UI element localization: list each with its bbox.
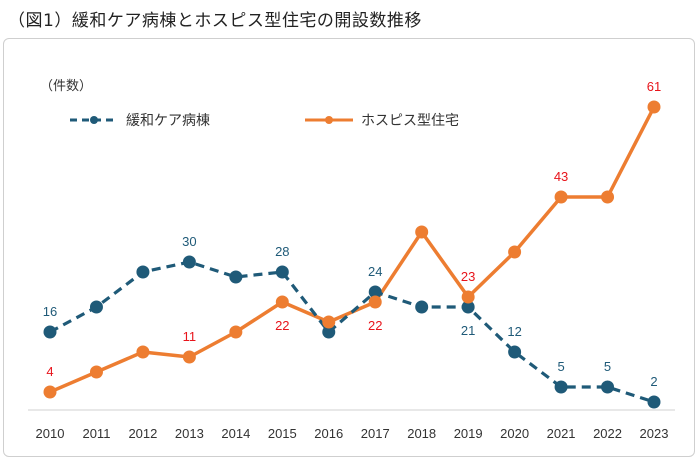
data-point xyxy=(322,315,336,329)
y-axis-label: （件数） xyxy=(40,78,92,93)
chart-frame xyxy=(3,38,695,457)
data-point xyxy=(182,255,196,269)
x-tick-label: 2010 xyxy=(36,426,65,441)
data-point xyxy=(554,380,568,394)
data-point xyxy=(415,300,429,314)
data-point xyxy=(275,265,289,279)
chart-title: （図1）緩和ケア病棟とホスピス型住宅の開設数推移 xyxy=(8,11,422,31)
data-point xyxy=(415,225,429,239)
data-point xyxy=(508,345,522,359)
data-label: 23 xyxy=(461,269,475,284)
x-tick-label: 2021 xyxy=(547,426,576,441)
x-tick-label: 2014 xyxy=(221,426,250,441)
legend-marker xyxy=(325,116,333,124)
data-point xyxy=(322,325,336,339)
data-point xyxy=(601,380,615,394)
data-point xyxy=(182,350,196,364)
series-line xyxy=(49,260,655,404)
data-label: 22 xyxy=(275,318,289,333)
x-tick-label: 2013 xyxy=(175,426,204,441)
data-label: 28 xyxy=(275,244,289,259)
data-point xyxy=(601,190,615,204)
x-tick-label: 2012 xyxy=(128,426,157,441)
data-point xyxy=(368,295,382,309)
data-label: 43 xyxy=(554,169,568,184)
data-label: 4 xyxy=(46,364,53,379)
x-tick-label: 2022 xyxy=(593,426,622,441)
data-point xyxy=(461,300,475,314)
data-point xyxy=(647,100,661,114)
data-point xyxy=(89,300,103,314)
legend-label: 緩和ケア病棟 xyxy=(126,112,210,128)
data-point xyxy=(43,385,57,399)
data-point xyxy=(229,270,243,284)
x-tick-label: 2017 xyxy=(361,426,390,441)
data-label: 24 xyxy=(368,264,382,279)
x-tick-label: 2016 xyxy=(314,426,343,441)
x-tick-label: 2020 xyxy=(500,426,529,441)
data-label: 5 xyxy=(604,359,611,374)
x-tick-label: 2023 xyxy=(640,426,669,441)
data-label: 22 xyxy=(368,318,382,333)
data-point xyxy=(508,245,522,259)
data-label: 16 xyxy=(43,304,57,319)
data-label: 30 xyxy=(182,234,196,249)
data-label: 12 xyxy=(507,324,521,339)
x-tick-label: 2015 xyxy=(268,426,297,441)
legend-marker xyxy=(90,116,98,124)
data-point xyxy=(647,395,661,409)
x-tick-label: 2019 xyxy=(454,426,483,441)
data-point xyxy=(554,190,568,204)
data-label: 2 xyxy=(650,374,657,389)
data-label: 61 xyxy=(647,79,661,94)
data-point xyxy=(229,325,243,339)
data-label: 21 xyxy=(461,323,475,338)
data-point xyxy=(275,295,289,309)
data-point xyxy=(136,265,150,279)
x-tick-label: 2018 xyxy=(407,426,436,441)
legend-label: ホスピス型住宅 xyxy=(361,112,459,128)
data-point xyxy=(461,290,475,304)
x-tick-label: 2011 xyxy=(82,426,110,441)
data-label: 5 xyxy=(557,359,564,374)
data-point xyxy=(43,325,57,339)
data-label: 11 xyxy=(183,329,197,344)
data-point xyxy=(89,365,103,379)
data-point xyxy=(368,285,382,299)
data-point xyxy=(136,345,150,359)
